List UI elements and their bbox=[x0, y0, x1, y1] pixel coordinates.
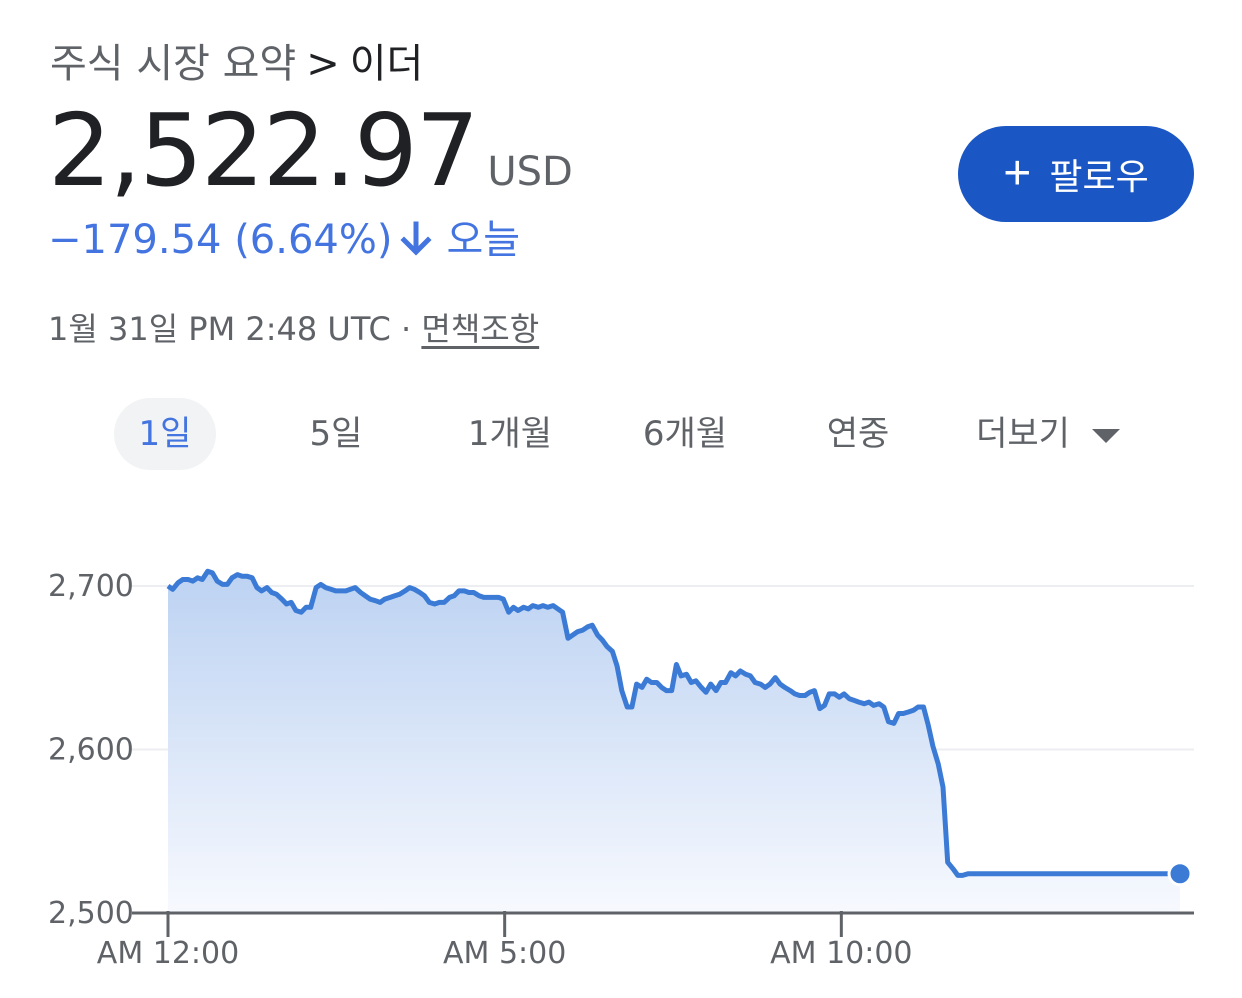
timestamp: 1월 31일 PM 2:48 UTC · bbox=[48, 310, 412, 348]
price-line bbox=[166, 568, 1180, 878]
range-tabs: 1일 5일 1개월 6개월 연중 더보기 bbox=[0, 398, 1242, 470]
follow-button-label: 팔로우 bbox=[1049, 156, 1149, 197]
price-area bbox=[168, 571, 1180, 913]
y-tick-label: 2,500 bbox=[48, 896, 134, 931]
dropdown-caret-icon bbox=[1091, 428, 1120, 443]
breadcrumb-parent-link[interactable]: 주식 시장 요약 bbox=[50, 41, 297, 87]
price-change: −179.54 (6.64%) 오늘 bbox=[48, 212, 520, 268]
price-chart[interactable]: 2,700 2,600 2,500 AM 12:00 AM 5:00 AM 10:00 bbox=[0, 520, 1242, 998]
change-period: 오늘 bbox=[446, 217, 521, 263]
arrow-down-icon bbox=[400, 221, 433, 256]
last-price-marker bbox=[1167, 861, 1193, 887]
change-value: −179.54 (6.64%) bbox=[48, 217, 393, 263]
plus-icon: + bbox=[1003, 147, 1032, 200]
y-tick-label: 2,700 bbox=[48, 569, 134, 604]
x-axis-labels: AM 12:00 AM 5:00 AM 10:00 bbox=[97, 911, 913, 971]
tab-5-day[interactable]: 5일 bbox=[309, 414, 363, 454]
breadcrumb-current: 이더 bbox=[349, 41, 424, 87]
disclaimer-link[interactable]: 면책조항 bbox=[421, 310, 540, 348]
breadcrumb-separator: > bbox=[306, 41, 340, 87]
timestamp-line: 1월 31일 PM 2:48 UTC · 면책조항 bbox=[48, 306, 539, 352]
tab-1-day[interactable]: 1일 bbox=[114, 398, 216, 470]
x-tick-label: AM 5:00 bbox=[443, 936, 566, 971]
tab-more[interactable]: 더보기 bbox=[960, 398, 1136, 470]
tab-1-month[interactable]: 1개월 bbox=[467, 414, 553, 454]
y-axis-labels: 2,700 2,600 2,500 bbox=[48, 569, 134, 931]
breadcrumb: 주식 시장 요약 > 이더 bbox=[50, 36, 423, 92]
x-tick-label: AM 12:00 bbox=[97, 936, 239, 971]
tab-ytd[interactable]: 연중 bbox=[826, 414, 890, 454]
x-tick-label: AM 10:00 bbox=[770, 936, 912, 971]
currency-label: USD bbox=[487, 149, 573, 195]
price-row: 2,522.97 USD bbox=[48, 92, 573, 210]
tab-more-label: 더보기 bbox=[976, 414, 1070, 454]
current-price: 2,522.97 bbox=[48, 92, 479, 209]
tab-6-month[interactable]: 6개월 bbox=[642, 414, 728, 454]
y-tick-label: 2,600 bbox=[48, 733, 134, 768]
follow-button[interactable]: + 팔로우 bbox=[958, 126, 1194, 222]
